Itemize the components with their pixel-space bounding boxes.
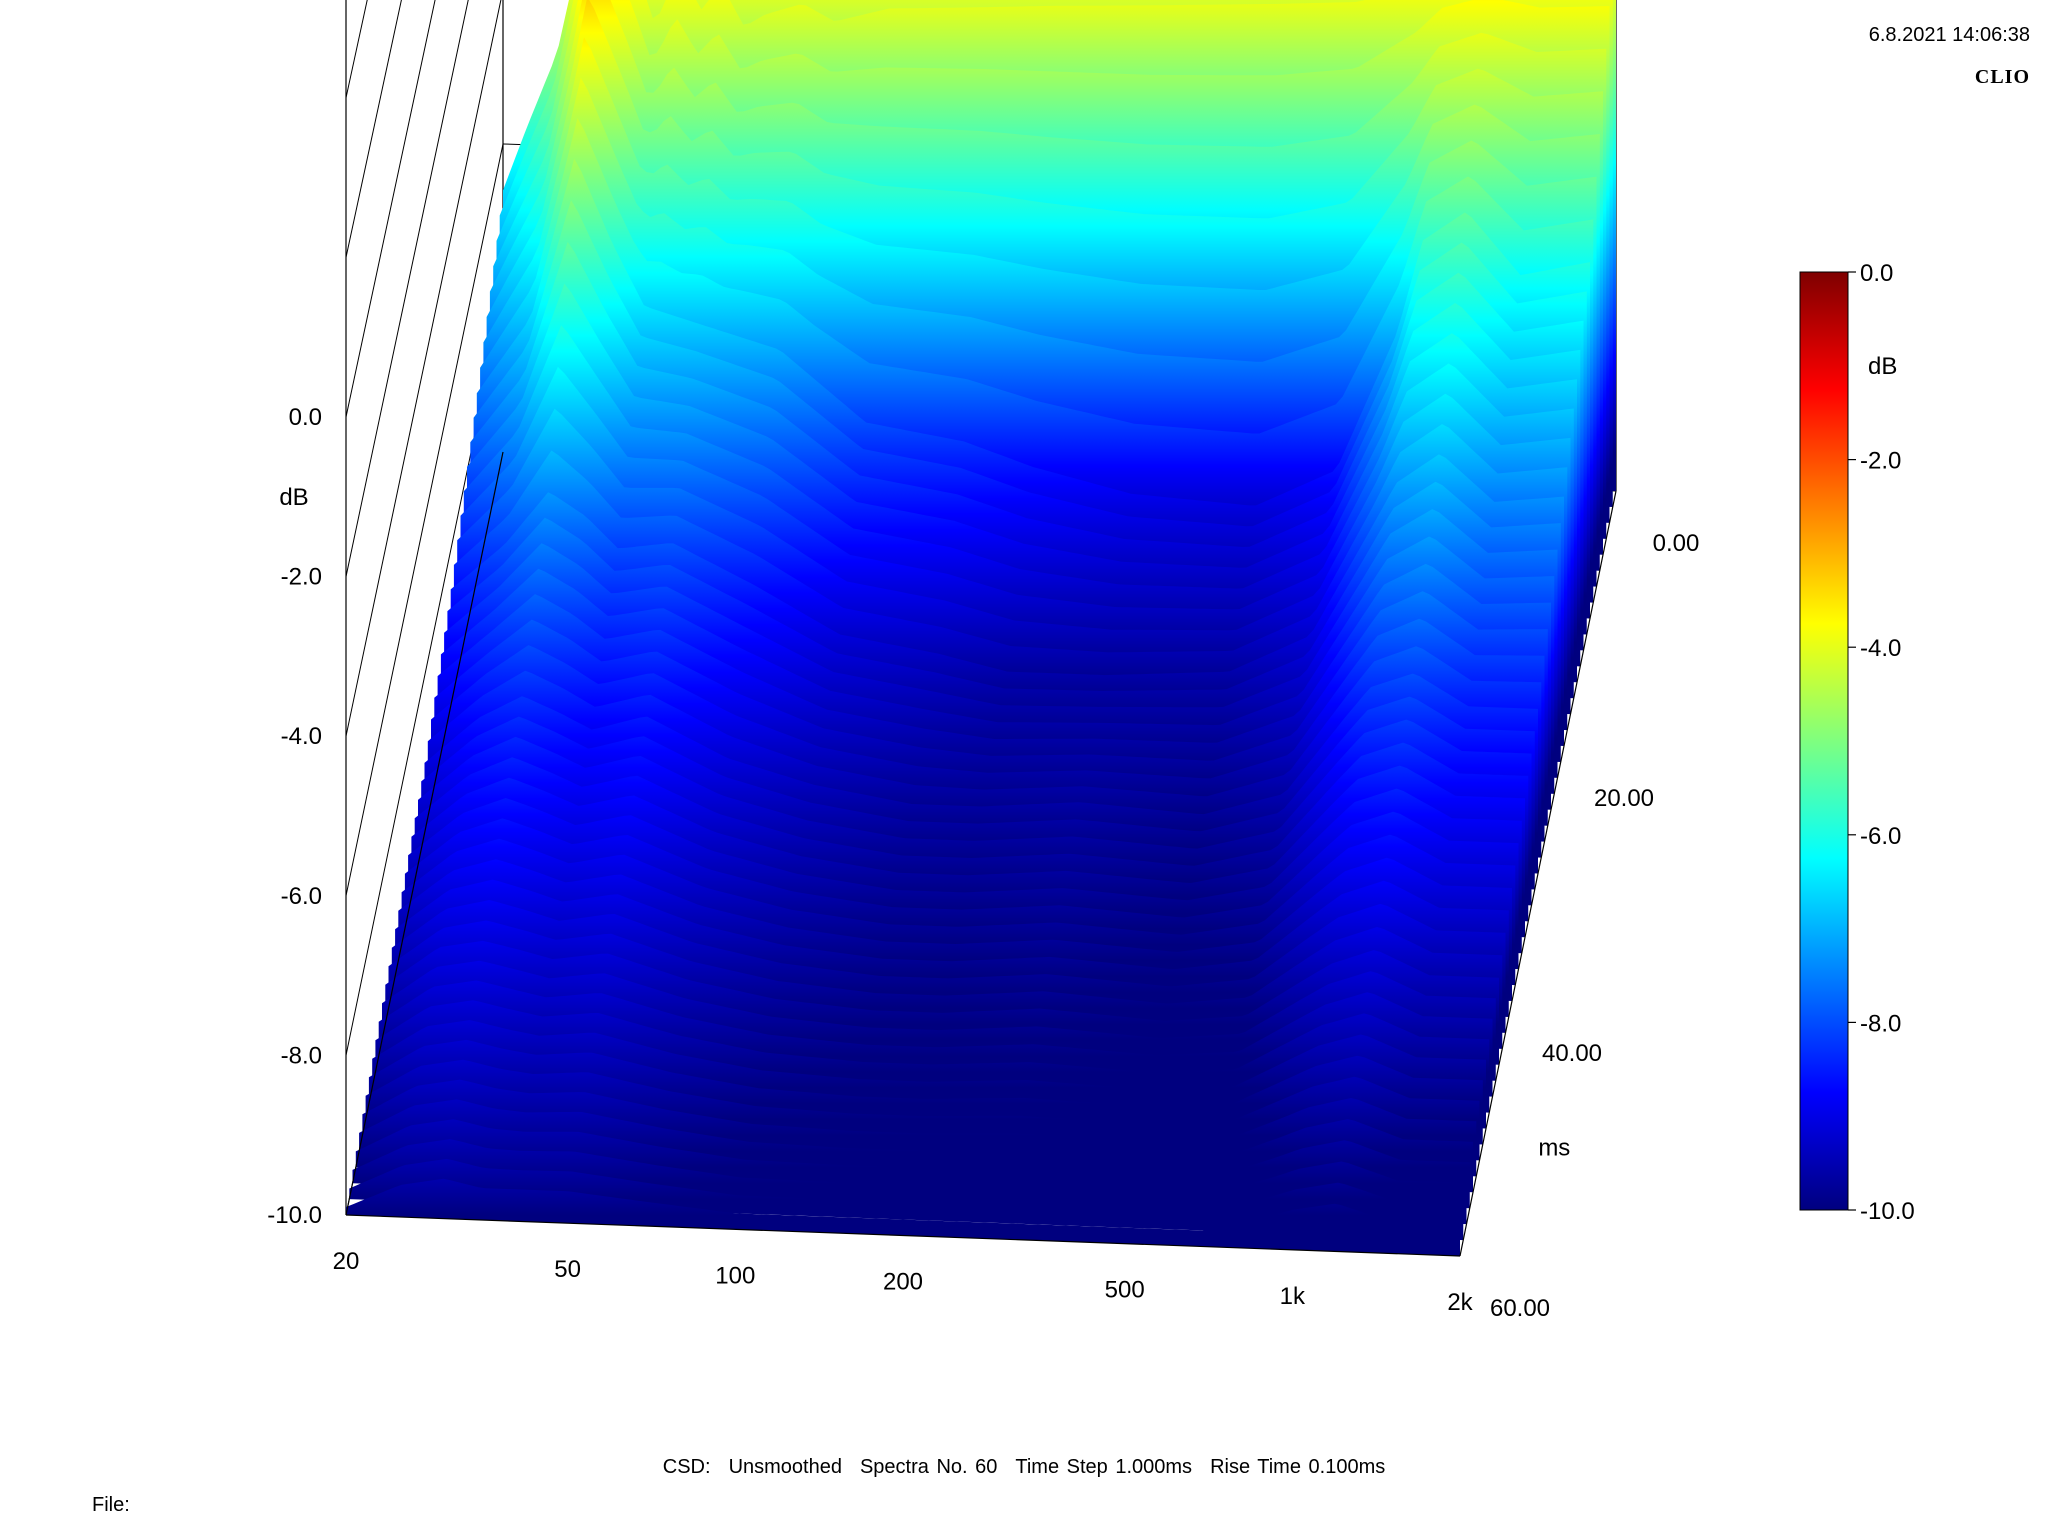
spectra-count: Spectra No. 60 — [859, 1456, 998, 1478]
colorbar-tick-label: -2.0 — [1860, 448, 1901, 475]
csd-label: CSD: — [662, 1456, 711, 1478]
db-tick-label: -4.0 — [281, 723, 322, 750]
left-wall-gridline — [345, 143, 504, 896]
waterfall-slice — [362, 1079, 1477, 1177]
colorbar-scale — [1799, 271, 1849, 1211]
waterfall-slice — [352, 1139, 1467, 1225]
db-tick-label: -10.0 — [267, 1202, 322, 1229]
frequency-tick-label: 1k — [1280, 1283, 1306, 1310]
box-front-bottom-edge — [345, 1214, 1461, 1257]
waterfall-slice — [346, 1178, 1460, 1256]
frequency-tick-label: 2k — [1447, 1289, 1473, 1316]
db-tick-label: 0.0 — [289, 404, 322, 431]
left-wall-gridline — [345, 0, 502, 737]
time-axis-label: ms — [1538, 1135, 1570, 1162]
waterfall-slice — [381, 960, 1496, 1081]
colorbar-unit-label: dB — [1868, 353, 1897, 380]
waterfall-slice — [365, 1059, 1480, 1161]
waterfall-slice — [368, 1039, 1483, 1145]
rise-time: Rise Time 0.100ms — [1210, 1456, 1386, 1478]
waterfall-slice — [359, 1099, 1473, 1193]
box-right-bottom-edge — [1459, 490, 1617, 1257]
waterfall-slice — [349, 1158, 1464, 1241]
db-tick-label: -8.0 — [281, 1042, 322, 1069]
waterfall-slice — [375, 1000, 1490, 1113]
frequency-tick-label: 100 — [715, 1262, 755, 1289]
time-tick-label: 40.00 — [1542, 1040, 1602, 1067]
time-tick-label: 60.00 — [1490, 1295, 1550, 1322]
left-wall-gridline — [345, 0, 436, 418]
waterfall-slice — [355, 1119, 1470, 1209]
frequency-axis-ticks: 20 50 100 200 500 1k 2k — [333, 1248, 1474, 1316]
colorbar-tick-label: -4.0 — [1860, 635, 1901, 662]
time-axis-ticks: 0.00 20.00 40.00 60.00 ms — [1490, 530, 1699, 1322]
db-axis-ticks: 0.0 -2.0 -4.0 -6.0 -8.0 -10.0 dB — [267, 404, 322, 1229]
measurement-settings: CSD: Unsmoothed Spectra No. 60 Time Step 1.… — [0, 1456, 2048, 1479]
frequency-tick-label: 500 — [1105, 1277, 1145, 1304]
colorbar-tick-label: -6.0 — [1860, 823, 1901, 850]
time-tick-label: 0.00 — [1653, 530, 1700, 557]
file-label: File: — [92, 1494, 130, 1516]
frequency-tick-label: 200 — [883, 1269, 923, 1296]
db-tick-label: -2.0 — [281, 564, 322, 591]
waterfall-slice — [372, 1020, 1487, 1129]
plot-box-front — [345, 451, 1617, 1257]
colorbar-tick-label: 0.0 — [1860, 260, 1893, 287]
left-wall-gridline — [345, 0, 469, 577]
db-axis-label: dB — [279, 484, 308, 511]
waterfall-slices — [346, 0, 1616, 1256]
time-tick-label: 20.00 — [1594, 785, 1654, 812]
time-step: Time Step 1.000ms — [1015, 1456, 1193, 1478]
timestamp: 6.8.2021 14:06:38 — [1868, 24, 2030, 46]
colorbar-tick-label: -10.0 — [1860, 1198, 1915, 1225]
brand-logo-text: CLIO — [1974, 66, 2030, 88]
colorbar-tick-label: -8.0 — [1860, 1010, 1901, 1037]
frequency-tick-label: 20 — [333, 1248, 360, 1275]
frequency-tick-label: 50 — [554, 1256, 581, 1283]
colorbar: 0.0 -2.0 -4.0 -6.0 -8.0 -10.0 dB — [1799, 260, 1915, 1225]
waterfall-slice — [378, 980, 1493, 1097]
left-wall-gridline — [345, 0, 402, 258]
db-tick-label: -6.0 — [281, 883, 322, 910]
box-left-bottom-edge — [345, 451, 504, 1216]
smoothing-value: Unsmoothed — [728, 1456, 842, 1478]
